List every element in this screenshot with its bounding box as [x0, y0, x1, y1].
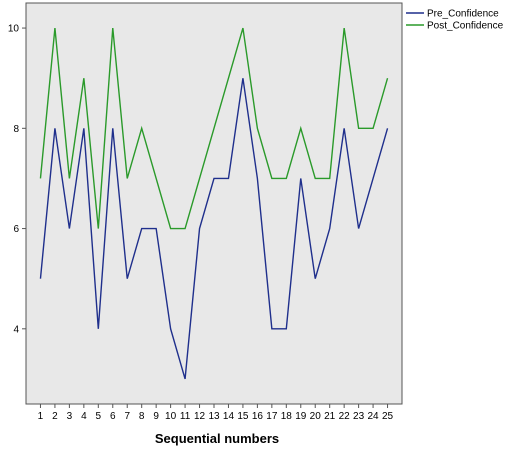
y-tick-label: 6	[13, 224, 19, 235]
x-tick-label: 6	[110, 411, 116, 422]
x-tick-label: 22	[339, 411, 351, 422]
x-tick-label: 3	[67, 411, 73, 422]
plot-area	[25, 2, 403, 405]
x-tick-label: 4	[81, 411, 87, 422]
y-tick-label: 4	[13, 324, 19, 335]
series-layer	[39, 27, 389, 380]
series-line-pre-confidence	[39, 78, 389, 380]
y-tick-label: 8	[13, 124, 19, 135]
legend-label: Pre_Confidence	[427, 9, 499, 20]
x-tick-label: 16	[252, 411, 264, 422]
x-tick-label: 21	[324, 411, 336, 422]
x-tick-label: 13	[208, 411, 220, 422]
x-tick-label: 24	[368, 411, 380, 422]
x-tick-label: 17	[266, 411, 278, 422]
x-tick-label: 8	[139, 411, 145, 422]
x-tick-label: 20	[310, 411, 322, 422]
x-axis-label: Sequential numbers	[155, 431, 279, 446]
x-tick-label: 9	[153, 411, 159, 422]
x-tick-label: 1	[38, 411, 44, 422]
legend-label: Post_Confidence	[427, 21, 504, 32]
x-tick-label: 15	[237, 411, 249, 422]
x-tick-label: 25	[382, 411, 394, 422]
x-tick-label: 2	[52, 411, 58, 422]
series-line-post-confidence	[39, 27, 389, 230]
x-tick-label: 11	[180, 411, 191, 422]
x-tick-label: 19	[295, 411, 307, 422]
x-tick-label: 12	[194, 411, 206, 422]
x-axis: 1 2 3 4 5 6 7 8 9 10 11 12 13 14 15 16 17 18 19 20 21 22 23 24 2…	[38, 404, 394, 422]
x-tick-label: 5	[96, 411, 102, 422]
x-tick-label: 14	[223, 411, 235, 422]
y-axis: 4 6 8 10	[8, 24, 26, 335]
x-tick-label: 18	[281, 411, 293, 422]
x-tick-label: 23	[353, 411, 365, 422]
x-tick-label: 7	[124, 411, 130, 422]
x-tick-label: 10	[165, 411, 177, 422]
y-tick-label: 10	[8, 24, 20, 35]
